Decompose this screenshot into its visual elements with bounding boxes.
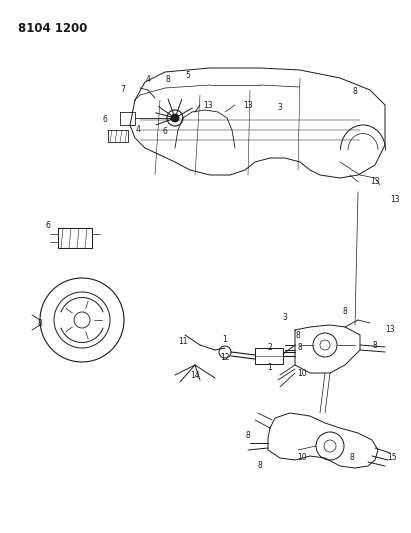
Text: 3: 3 — [277, 103, 282, 112]
Text: 8: 8 — [343, 308, 347, 317]
Text: 8: 8 — [353, 87, 358, 96]
Text: 8: 8 — [38, 319, 42, 327]
Text: 8: 8 — [166, 76, 171, 85]
Text: 13: 13 — [203, 101, 213, 110]
FancyBboxPatch shape — [255, 348, 283, 364]
Circle shape — [171, 114, 179, 122]
Text: 13: 13 — [390, 196, 400, 205]
Text: 6: 6 — [46, 221, 51, 230]
Text: 8: 8 — [350, 454, 354, 463]
Text: 2: 2 — [268, 343, 272, 352]
Text: 8: 8 — [258, 461, 262, 470]
Text: 4: 4 — [136, 125, 141, 134]
Text: 8: 8 — [296, 330, 300, 340]
Text: 7: 7 — [120, 85, 125, 94]
Text: 13: 13 — [385, 326, 395, 335]
Text: 15: 15 — [387, 454, 397, 463]
Text: 8: 8 — [298, 343, 302, 352]
Text: 13: 13 — [370, 177, 380, 187]
Text: 8: 8 — [373, 341, 377, 350]
Text: 8104 1200: 8104 1200 — [18, 22, 88, 35]
Text: 5: 5 — [185, 71, 190, 80]
Text: 1: 1 — [268, 364, 272, 373]
Text: 6: 6 — [163, 127, 167, 136]
Text: 10: 10 — [297, 454, 307, 463]
Text: 11: 11 — [178, 337, 188, 346]
Text: 6: 6 — [103, 116, 107, 125]
Text: 1: 1 — [223, 335, 227, 344]
Text: 14: 14 — [190, 370, 200, 379]
Text: 4: 4 — [145, 76, 150, 85]
Text: 12: 12 — [220, 353, 230, 362]
Text: 3: 3 — [283, 313, 287, 322]
Text: 8: 8 — [246, 431, 250, 440]
Text: 10: 10 — [297, 368, 307, 377]
Text: 13: 13 — [243, 101, 253, 110]
